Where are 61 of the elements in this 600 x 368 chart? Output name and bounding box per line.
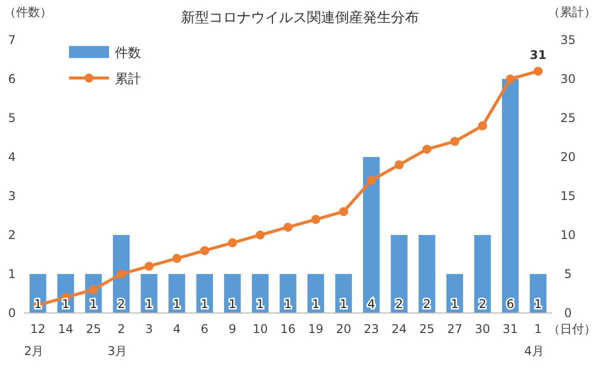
x-tick-label: 24 [392, 322, 407, 336]
data-label: 2 [423, 297, 431, 311]
x-tick-label: 6 [200, 322, 208, 336]
data-label: 2 [117, 297, 126, 311]
data-label: 1 [284, 297, 292, 311]
data-label: 1 [256, 297, 264, 311]
data-label: 1 [145, 297, 153, 311]
y2-tick-label: 15 [560, 189, 576, 203]
y2-tick-label: 30 [560, 72, 576, 86]
x-tick-label: 10 [252, 322, 268, 336]
title: 新型コロナウイルス関連倒産発生分布 [181, 10, 419, 26]
x-tick-label: 4 [173, 322, 181, 336]
data-label: 2 [395, 297, 403, 311]
y2-tick-label: 35 [560, 33, 576, 47]
y-tick-label: 2 [8, 228, 16, 242]
y-tick-label: 6 [8, 72, 16, 86]
y-tick-label: 3 [8, 189, 16, 203]
x-tick-label: 3 [145, 322, 153, 336]
data-label: 4 [368, 297, 376, 311]
y2-tick-label: 25 [560, 111, 576, 125]
data-label: 1 [200, 297, 208, 311]
data-label: 1 [534, 297, 542, 311]
x-tick-label: 25 [86, 322, 102, 336]
y2-axis-title: （累計） [548, 5, 596, 19]
x-tick-label: 16 [280, 322, 296, 336]
data-label: 1 [34, 297, 42, 311]
y2-tick-label: 10 [560, 228, 576, 242]
y-tick-label: 1 [8, 267, 16, 281]
x-tick-label: 14 [58, 322, 74, 336]
data-label: 31 [530, 48, 546, 62]
x-tick-label: 12 2月 [24, 322, 46, 358]
y2-tick-label: 0 [564, 306, 572, 320]
legend-label: 件数 [115, 46, 141, 61]
y-tick-label: 7 [8, 33, 16, 47]
x-tick-label: 25 [419, 322, 435, 336]
y2-tick-label: 20 [560, 150, 576, 164]
x-tick-label: 30 [474, 322, 490, 336]
data-label: 1 [340, 297, 348, 311]
x-tick-label: 23 [364, 322, 380, 336]
data-label: 1 [173, 297, 181, 311]
data-label: 1 [450, 297, 459, 311]
y2-tick-label: 5 [564, 267, 572, 281]
y-axis-title: （件数） [4, 5, 52, 19]
y-tick-label: 5 [8, 111, 16, 125]
data-label: 1 [90, 297, 98, 311]
data-label: 1 [228, 297, 236, 311]
x-tick-label: 1 4月 [524, 322, 544, 358]
y-tick-label: 4 [8, 150, 16, 164]
x-axis-title: （日付） [548, 322, 596, 336]
x-tick-label: 2 3月 [107, 322, 128, 358]
x-tick-label: 9 [228, 322, 236, 336]
x-tick-label: 20 [336, 322, 352, 336]
data-label: 1 [62, 297, 70, 311]
data-label: 2 [478, 297, 486, 311]
x-tick-label: 19 [308, 322, 324, 336]
x-tick-label: 27 [447, 322, 462, 336]
legend-label: 累計 [115, 72, 141, 87]
data-label: 6 [506, 297, 514, 311]
x-tick-label: 31 [502, 322, 518, 336]
data-label: 1 [312, 297, 320, 311]
y-tick-label: 0 [8, 306, 16, 320]
